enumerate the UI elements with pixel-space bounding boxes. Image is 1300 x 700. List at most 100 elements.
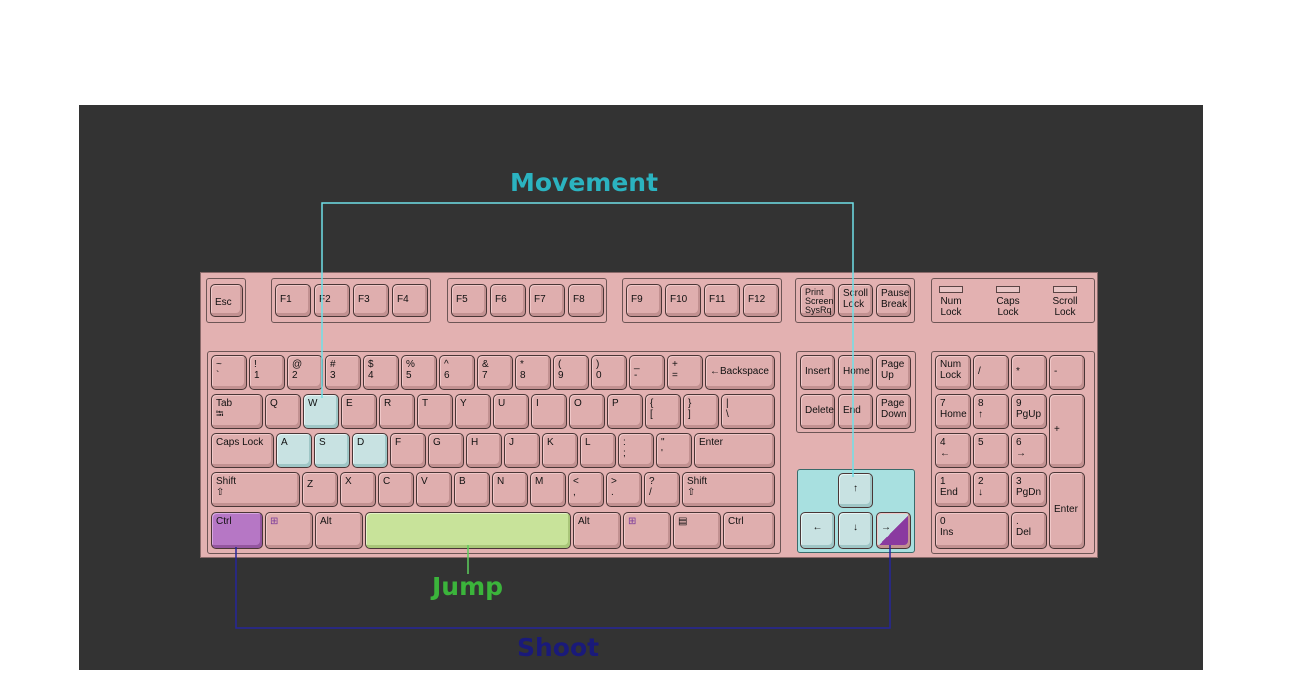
key-m[interactable]: M xyxy=(530,472,566,507)
key-minus[interactable]: _ - xyxy=(629,355,665,390)
key-backspace[interactable]: ←Backspace xyxy=(705,355,775,390)
key-i[interactable]: I xyxy=(531,394,567,429)
key-menu[interactable]: ▤ xyxy=(673,512,721,549)
key-left-ctrl[interactable]: Ctrl xyxy=(211,512,263,549)
key-tab[interactable]: Tab ⭾ xyxy=(211,394,263,429)
key-kp-8[interactable]: 8 ↑ xyxy=(973,394,1009,429)
key-kp-9[interactable]: 9 PgUp xyxy=(1011,394,1047,429)
key-insert[interactable]: Insert xyxy=(800,355,835,390)
key-2[interactable]: @2 xyxy=(287,355,323,390)
key-arrow-up[interactable]: ↑ xyxy=(838,473,873,508)
key-l[interactable]: L xyxy=(580,433,616,468)
key-b[interactable]: B xyxy=(454,472,490,507)
key-8[interactable]: * 8 xyxy=(515,355,551,390)
key-v[interactable]: V xyxy=(416,472,452,507)
key-s[interactable]: S xyxy=(314,433,350,468)
key-semicolon[interactable]: :; xyxy=(618,433,654,468)
key-print-screen[interactable]: Print Screen SysRq xyxy=(800,284,835,317)
key-1[interactable]: ! 1 xyxy=(249,355,285,390)
key-space[interactable] xyxy=(365,512,571,549)
key-f7[interactable]: F7 xyxy=(529,284,565,317)
key-6[interactable]: ^ 6 xyxy=(439,355,475,390)
key-pause-break[interactable]: Pause Break xyxy=(876,284,911,317)
key-3[interactable]: #3 xyxy=(325,355,361,390)
key-f3[interactable]: F3 xyxy=(353,284,389,317)
key-a[interactable]: A xyxy=(276,433,312,468)
key-d[interactable]: D xyxy=(352,433,388,468)
key-kp-multiply[interactable]: * xyxy=(1011,355,1047,390)
key-right-shift[interactable]: Shift ⇧ xyxy=(682,472,775,507)
key-f2[interactable]: F2 xyxy=(314,284,350,317)
key-quote[interactable]: " ' xyxy=(656,433,692,468)
key-arrow-right[interactable]: → xyxy=(876,512,911,549)
key-5[interactable]: % 5 xyxy=(401,355,437,390)
key-f6[interactable]: F6 xyxy=(490,284,526,317)
key-k[interactable]: K xyxy=(542,433,578,468)
key-h[interactable]: H xyxy=(466,433,502,468)
key-f9[interactable]: F9 xyxy=(626,284,662,317)
key-7[interactable]: & 7 xyxy=(477,355,513,390)
key-4[interactable]: $4 xyxy=(363,355,399,390)
key-slash[interactable]: ? / xyxy=(644,472,680,507)
key-caps-lock[interactable]: Caps Lock xyxy=(211,433,274,468)
key-kp-6[interactable]: 6 → xyxy=(1011,433,1047,468)
key-delete[interactable]: Delete xyxy=(800,394,835,429)
key-p[interactable]: P xyxy=(607,394,643,429)
key-arrow-down[interactable]: ↓ xyxy=(838,512,873,549)
key-9[interactable]: (9 xyxy=(553,355,589,390)
key-right-win[interactable]: ⊞ xyxy=(623,512,671,549)
key-kp-1[interactable]: 1 End xyxy=(935,472,971,507)
key-right-alt[interactable]: Alt xyxy=(573,512,621,549)
key-n[interactable]: N xyxy=(492,472,528,507)
key-kp-2[interactable]: 2 ↓ xyxy=(973,472,1009,507)
key-left-bracket[interactable]: {[ xyxy=(645,394,681,429)
key-esc[interactable]: Esc xyxy=(210,284,243,317)
key-kp-divide[interactable]: / xyxy=(973,355,1009,390)
key-o[interactable]: O xyxy=(569,394,605,429)
key-comma[interactable]: <, xyxy=(568,472,604,507)
key-kp-0[interactable]: 0 Ins xyxy=(935,512,1009,549)
key-j[interactable]: J xyxy=(504,433,540,468)
key-kp-add[interactable]: + xyxy=(1049,394,1085,468)
key-backslash[interactable]: | \ xyxy=(721,394,775,429)
key-left-win[interactable]: ⊞ xyxy=(265,512,313,549)
key-g[interactable]: G xyxy=(428,433,464,468)
key-t[interactable]: T xyxy=(417,394,453,429)
key-f10[interactable]: F10 xyxy=(665,284,701,317)
key-f8[interactable]: F8 xyxy=(568,284,604,317)
key-left-alt[interactable]: Alt xyxy=(315,512,363,549)
key-num-lock[interactable]: Num Lock xyxy=(935,355,971,390)
key-kp-5[interactable]: 5 xyxy=(973,433,1009,468)
key-kp-4[interactable]: 4 ← xyxy=(935,433,971,468)
key-z[interactable]: Z xyxy=(302,472,338,507)
key-home[interactable]: Home xyxy=(838,355,873,390)
key-f1[interactable]: F1 xyxy=(275,284,311,317)
key-page-up[interactable]: Page Up xyxy=(876,355,911,390)
key-f4[interactable]: F4 xyxy=(392,284,428,317)
key-f[interactable]: F xyxy=(390,433,426,468)
key-e[interactable]: E xyxy=(341,394,377,429)
key-f11[interactable]: F11 xyxy=(704,284,740,317)
key-f5[interactable]: F5 xyxy=(451,284,487,317)
key-right-bracket[interactable]: }] xyxy=(683,394,719,429)
key-kp-7[interactable]: 7 Home xyxy=(935,394,971,429)
key-x[interactable]: X xyxy=(340,472,376,507)
key-q[interactable]: Q xyxy=(265,394,301,429)
key-f12[interactable]: F12 xyxy=(743,284,779,317)
key-end[interactable]: End xyxy=(838,394,873,429)
key-w[interactable]: W xyxy=(303,394,339,429)
key-u[interactable]: U xyxy=(493,394,529,429)
key-kp-decimal[interactable]: . Del xyxy=(1011,512,1047,549)
key-kp-3[interactable]: 3 PgDn xyxy=(1011,472,1047,507)
key-left-shift[interactable]: Shift ⇧ xyxy=(211,472,300,507)
key-y[interactable]: Y xyxy=(455,394,491,429)
key-enter[interactable]: Enter xyxy=(694,433,775,468)
key-equals[interactable]: + = xyxy=(667,355,703,390)
key-kp-subtract[interactable]: - xyxy=(1049,355,1085,390)
key-page-down[interactable]: Page Down xyxy=(876,394,911,429)
key-kp-enter[interactable]: Enter xyxy=(1049,472,1085,549)
key-r[interactable]: R xyxy=(379,394,415,429)
key-arrow-left[interactable]: ← xyxy=(800,512,835,549)
key-0[interactable]: ) 0 xyxy=(591,355,627,390)
key-period[interactable]: >. xyxy=(606,472,642,507)
